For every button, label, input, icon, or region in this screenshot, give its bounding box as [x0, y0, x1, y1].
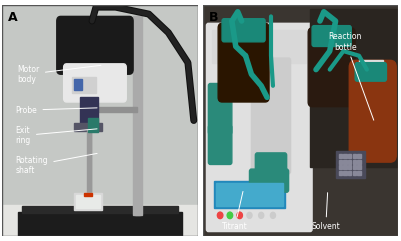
Text: B: B [209, 11, 218, 24]
Bar [357, 154, 361, 158]
Bar [348, 165, 351, 169]
Text: Motor
body: Motor body [18, 65, 101, 84]
Bar [348, 154, 351, 158]
Bar [214, 181, 285, 208]
Bar [338, 171, 342, 175]
Bar [75, 79, 82, 90]
Text: Solvent: Solvent [312, 193, 340, 231]
FancyBboxPatch shape [349, 60, 396, 162]
FancyBboxPatch shape [209, 125, 232, 164]
FancyBboxPatch shape [308, 28, 355, 107]
Circle shape [218, 212, 223, 218]
Bar [357, 171, 361, 175]
Bar [352, 160, 356, 164]
Bar [338, 154, 342, 158]
Bar [18, 212, 182, 236]
Bar [22, 206, 178, 213]
Circle shape [237, 212, 242, 218]
Bar [2, 5, 198, 206]
Bar [230, 19, 253, 33]
Circle shape [237, 212, 243, 219]
Bar [80, 97, 98, 125]
Bar [75, 123, 102, 131]
FancyBboxPatch shape [355, 63, 387, 81]
Circle shape [227, 212, 233, 219]
Circle shape [259, 212, 264, 218]
FancyBboxPatch shape [312, 26, 351, 47]
Text: Reaction
bottle: Reaction bottle [329, 32, 374, 120]
FancyBboxPatch shape [57, 16, 133, 74]
Circle shape [227, 212, 233, 218]
Bar [2, 205, 198, 236]
Bar [357, 160, 361, 164]
Bar [320, 26, 340, 37]
Bar [348, 171, 351, 175]
FancyBboxPatch shape [209, 83, 232, 134]
Bar [87, 130, 91, 199]
Bar [352, 154, 356, 158]
Text: Rotating
shaft: Rotating shaft [16, 154, 97, 175]
Circle shape [270, 212, 275, 218]
Bar [352, 165, 356, 169]
Bar [75, 193, 102, 210]
Bar [73, 77, 96, 93]
Bar [343, 165, 347, 169]
Circle shape [217, 212, 223, 219]
Bar [338, 165, 342, 169]
Bar [84, 193, 92, 196]
Bar [359, 60, 383, 72]
Bar [343, 160, 347, 164]
Bar [348, 160, 351, 164]
Bar [76, 194, 100, 208]
FancyBboxPatch shape [249, 169, 289, 192]
Text: Titrant: Titrant [222, 191, 248, 231]
Bar [343, 171, 347, 175]
FancyBboxPatch shape [251, 58, 291, 174]
Bar [135, 16, 140, 215]
Bar [357, 165, 361, 169]
Bar [88, 118, 98, 132]
FancyBboxPatch shape [222, 19, 265, 42]
Bar [216, 183, 283, 206]
FancyBboxPatch shape [64, 64, 126, 102]
Bar [352, 171, 356, 175]
FancyBboxPatch shape [207, 23, 312, 232]
FancyBboxPatch shape [218, 23, 269, 102]
Circle shape [247, 212, 252, 218]
Text: Exit
ring: Exit ring [16, 126, 97, 145]
Text: Probe: Probe [16, 106, 97, 114]
Bar [343, 154, 347, 158]
FancyBboxPatch shape [255, 153, 287, 181]
Bar [336, 151, 365, 178]
Bar [310, 9, 398, 167]
Bar [212, 30, 306, 63]
Bar [133, 16, 142, 215]
Bar [88, 130, 91, 199]
Text: A: A [8, 11, 18, 24]
Bar [90, 107, 137, 112]
Bar [338, 160, 342, 164]
